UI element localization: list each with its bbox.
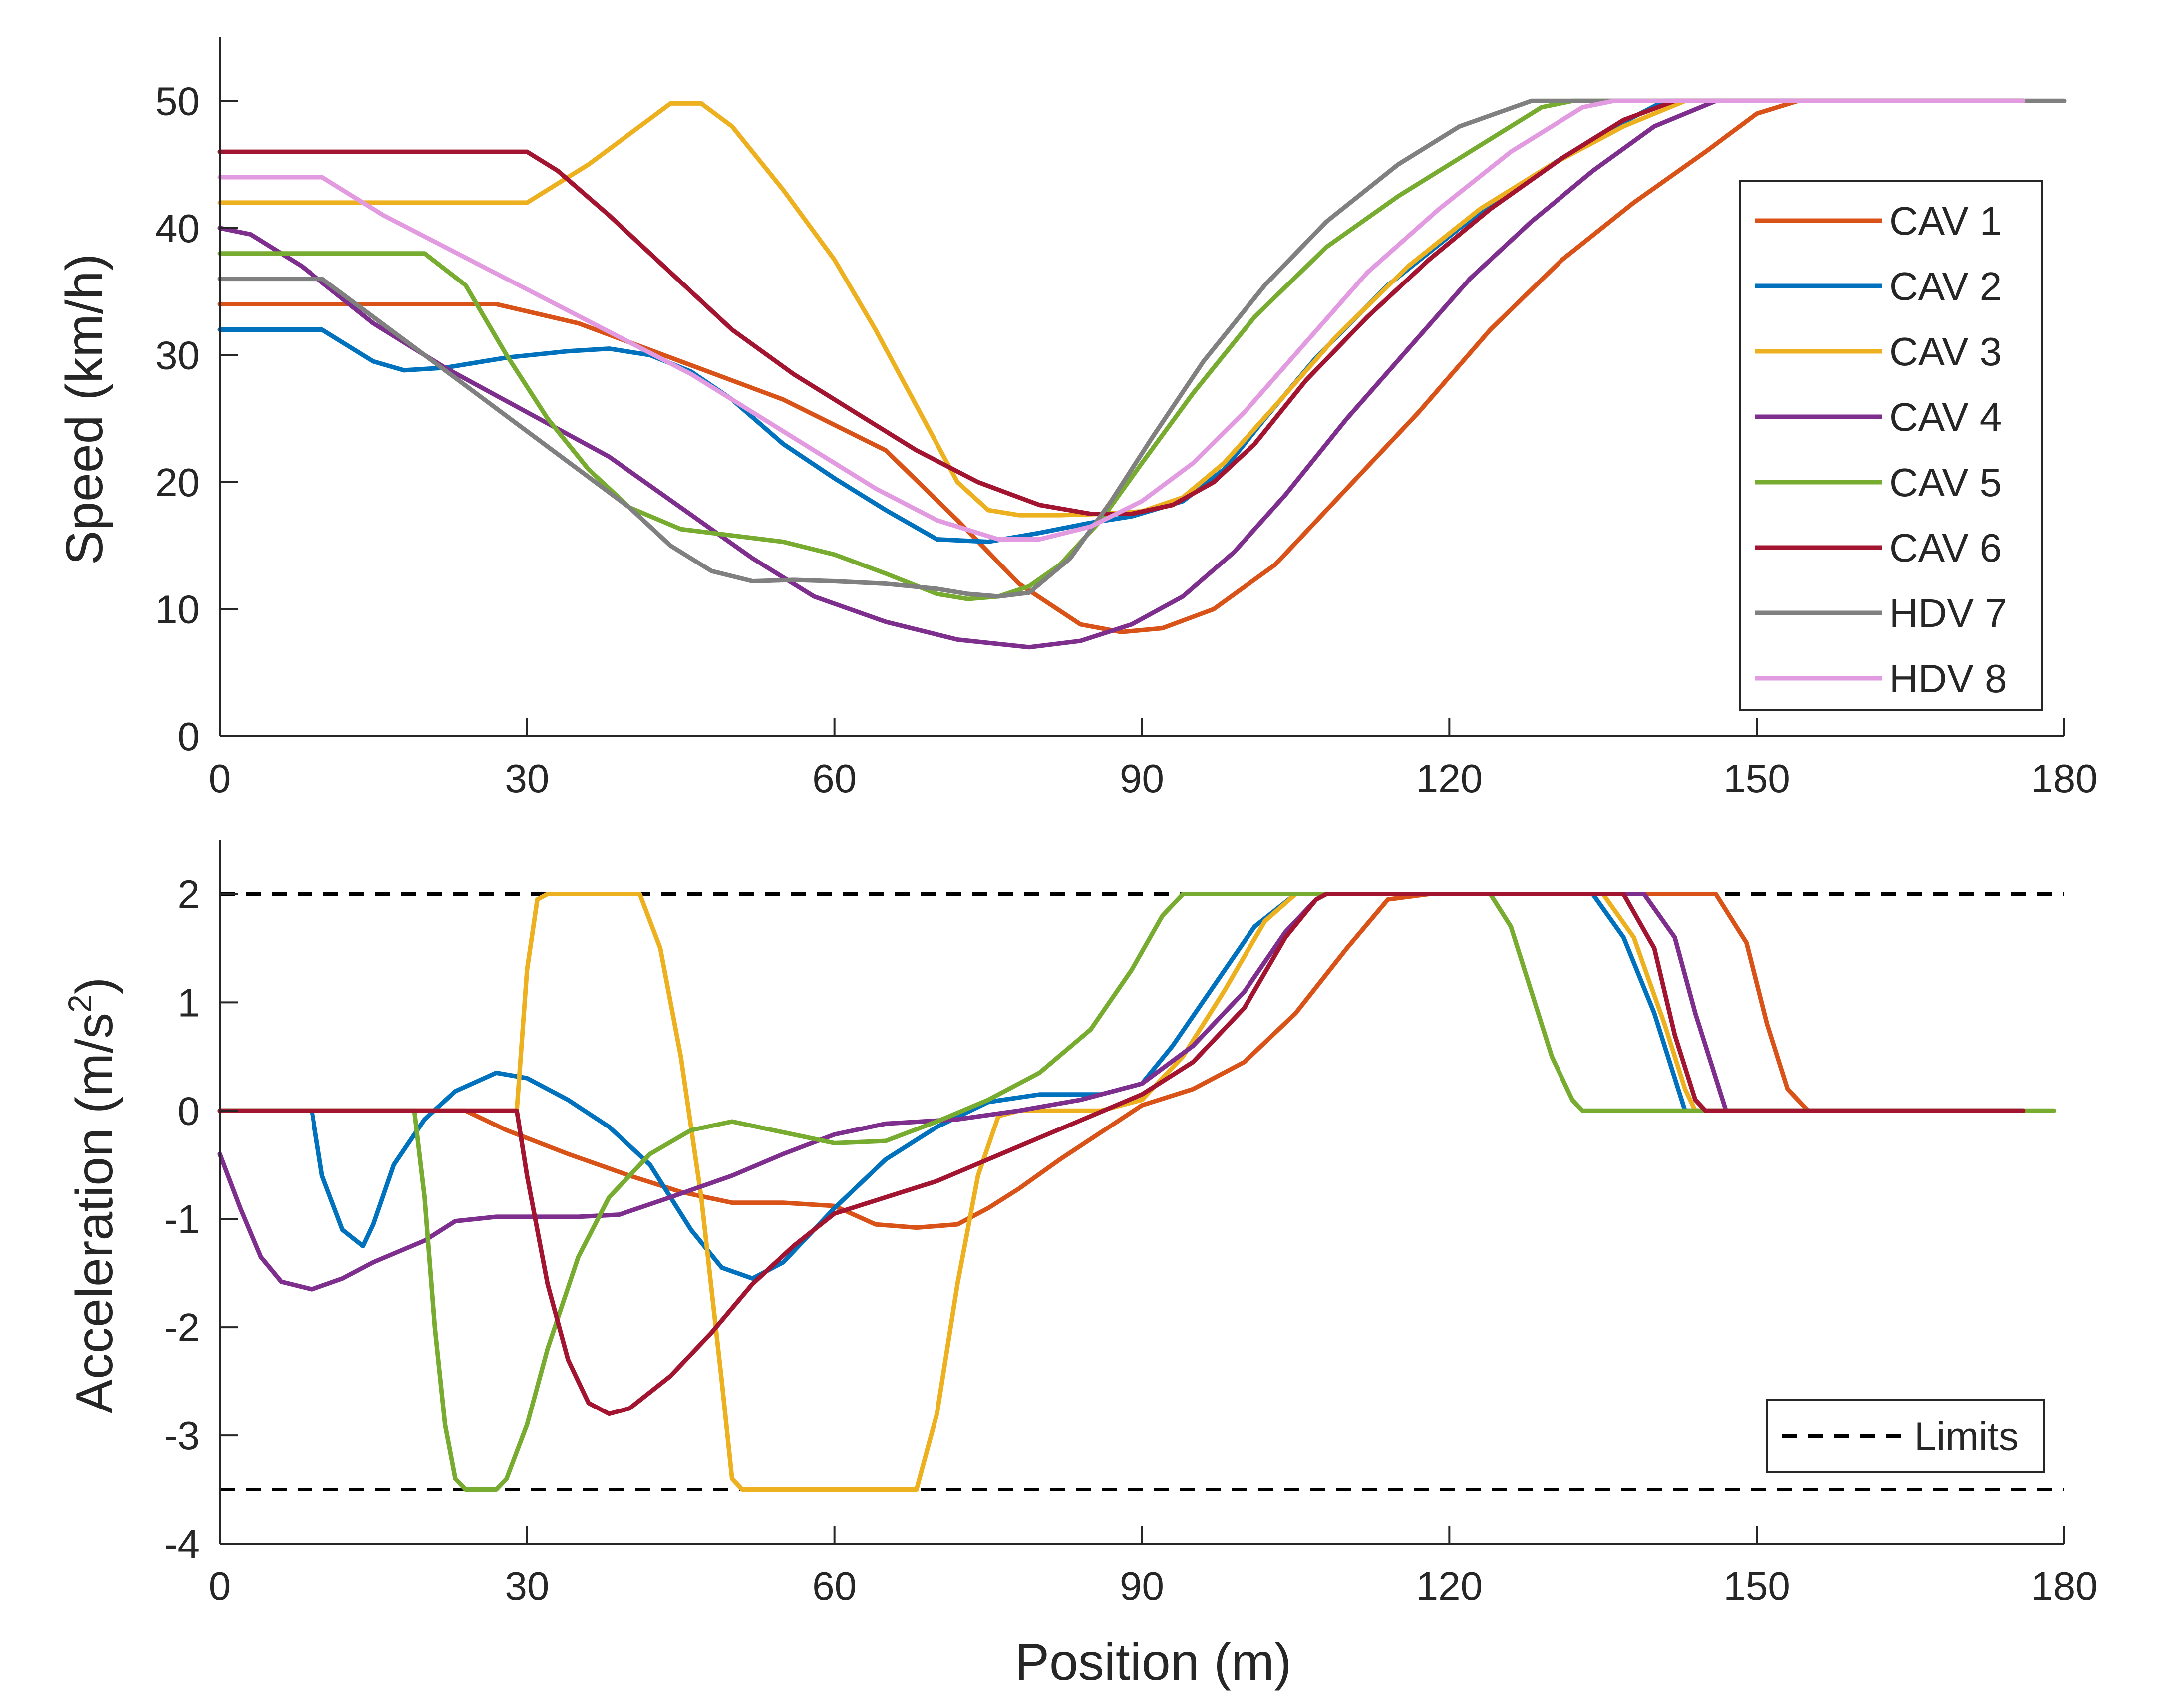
- speed-axes: 0 30 60 90 120 150 180 0 10 20 30 40 50: [155, 37, 2098, 801]
- acceleration-y-label-main: Acceleration (m/s: [66, 1013, 124, 1413]
- speed-series-cav-3: [217, 98, 2026, 518]
- acceleration-plot-area: [217, 892, 2064, 1492]
- acceleration-chart: 0 30 60 90 120 150 180 -4 -3 -2 -1 0 1 2 Acceleration…: [61, 840, 2098, 1691]
- speed-x-tick-label: 120: [1416, 756, 1483, 801]
- accel-x-tick-label: 0: [209, 1564, 231, 1608]
- accel-x-tick-label: 30: [505, 1564, 549, 1608]
- accel-y-tick-label: -3: [164, 1413, 200, 1458]
- speed-x-tick-label: 90: [1120, 756, 1164, 801]
- speed-x-tick-label: 150: [1723, 756, 1790, 801]
- acceleration-y-label-superscript: 2: [61, 994, 98, 1013]
- accel-x-tick-label: 90: [1120, 1564, 1164, 1608]
- speed-y-tick-label: 50: [155, 79, 200, 123]
- legend-label-cav-1: CAV 1: [1889, 199, 2002, 243]
- accel-series-cav-3: [217, 892, 2026, 1492]
- legend-label-cav-5: CAV 5: [1889, 460, 2002, 505]
- accel-y-tick-label: -4: [164, 1522, 200, 1566]
- acceleration-x-axis-label: Position (m): [1015, 1633, 1292, 1691]
- accel-series-cav-5: [217, 892, 2056, 1492]
- speed-series-cav-6: [217, 98, 2026, 516]
- legend-label-cav-6: CAV 6: [1889, 526, 2002, 570]
- accel-y-tick-label: 1: [178, 980, 200, 1025]
- speed-y-tick-label: 10: [155, 587, 200, 631]
- legend-label-hdv-7: HDV 7: [1889, 591, 2007, 635]
- legend-label-limits: Limits: [1914, 1414, 2019, 1459]
- acceleration-y-label-tail: ): [66, 977, 124, 995]
- legend-label-cav-3: CAV 3: [1889, 329, 2002, 374]
- speed-y-tick-label: 20: [155, 460, 200, 505]
- speed-y-tick-label: 0: [178, 714, 200, 759]
- speed-plot-area: [217, 98, 2067, 650]
- acceleration-axes: 0 30 60 90 120 150 180 -4 -3 -2 -1 0 1 2: [164, 840, 2098, 1608]
- accel-y-tick-label: -1: [164, 1197, 200, 1241]
- speed-series-cav-1: [217, 98, 2026, 634]
- speed-series-cav-4: [217, 98, 2026, 650]
- accel-y-tick-label: 0: [178, 1089, 200, 1133]
- accel-y-tick-label: -2: [164, 1305, 200, 1350]
- speed-x-tick-label: 60: [812, 756, 857, 801]
- speed-legend: CAV 1 CAV 2 CAV 3 CAV 4 CAV 5 CAV 6 HDV 7 HDV 8: [1739, 180, 2043, 711]
- legend-label-hdv-8: HDV 8: [1889, 656, 2007, 701]
- speed-y-axis-label: Speed (km/h): [56, 254, 114, 565]
- speed-series-hdv-8: [217, 98, 2026, 542]
- legend-label-cav-2: CAV 2: [1889, 264, 2002, 308]
- accel-x-tick-label: 180: [2031, 1564, 2097, 1608]
- speed-x-tick-label: 30: [505, 756, 549, 801]
- speed-series-cav-5: [217, 98, 2026, 601]
- accel-y-tick-label: 2: [178, 872, 200, 916]
- accel-x-tick-label: 60: [812, 1564, 857, 1608]
- speed-y-tick-label: 40: [155, 206, 200, 251]
- acceleration-y-axis-label: Acceleration (m/s2): [61, 977, 124, 1414]
- speed-legend-box: [1739, 180, 2043, 711]
- accel-x-tick-label: 150: [1723, 1564, 1790, 1608]
- speed-x-tick-label: 180: [2031, 756, 2097, 801]
- speed-chart: 0 30 60 90 120 150 180 0 10 20 30 40 50 Speed (km/h)…: [56, 37, 2098, 801]
- speed-x-tick-label: 0: [209, 756, 231, 801]
- speed-series-hdv-7: [217, 98, 2067, 599]
- acceleration-legend: Limits: [1766, 1399, 2045, 1473]
- legend-label-cav-4: CAV 4: [1889, 395, 2002, 439]
- accel-x-tick-label: 120: [1416, 1564, 1483, 1608]
- accel-series-cav-6: [217, 892, 2026, 1416]
- speed-y-tick-label: 30: [155, 333, 200, 377]
